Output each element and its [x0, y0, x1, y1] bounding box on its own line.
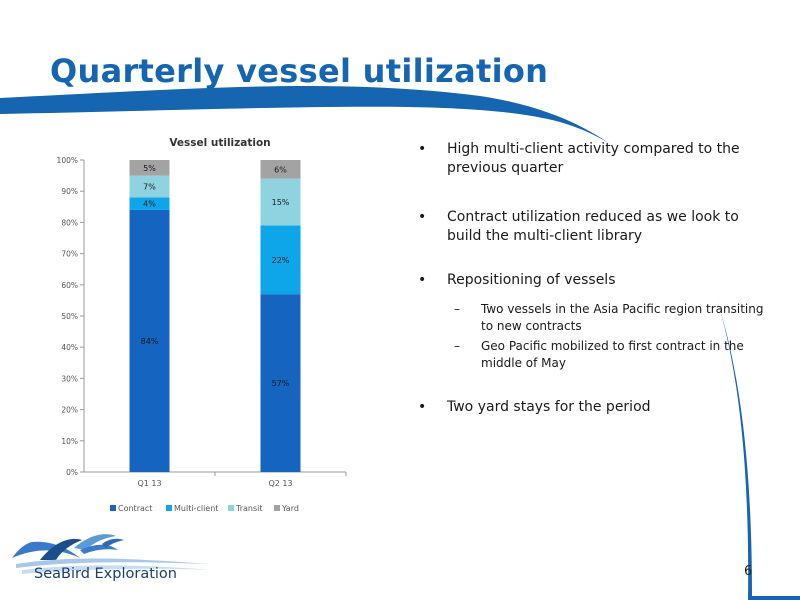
legend-swatch	[110, 505, 116, 511]
y-tick-label: 60%	[61, 281, 78, 290]
data-label: 22%	[272, 256, 290, 265]
y-tick-label: 90%	[61, 187, 78, 196]
bar-segment	[260, 225, 301, 295]
bullet-dot: •	[418, 272, 427, 288]
bullet-dot: •	[418, 141, 427, 157]
data-label: 84%	[141, 337, 159, 346]
x-tick-label: Q1 13	[137, 479, 161, 488]
legend-label: Transit	[235, 504, 263, 513]
sub-bullet-text: Geo Pacific mobilized to first contract …	[481, 339, 744, 370]
y-tick-label: 30%	[61, 374, 78, 383]
data-label: 15%	[272, 198, 290, 207]
vessel-utilization-chart: Vessel utilization 0% 10% 20% 30% 40% 50% 60% 70…	[57, 137, 347, 513]
data-label: 4%	[143, 200, 156, 209]
bullet-text: Contract utilization reduced as we look …	[447, 209, 739, 244]
data-label: 7%	[143, 183, 156, 192]
bullet-item: • Repositioning of vessels – Two vessels i…	[416, 271, 776, 372]
y-tick-label: 50%	[61, 312, 78, 321]
bullet-dot: •	[418, 209, 427, 225]
x-tick-label: Q2 13	[268, 479, 292, 488]
bar-segment	[260, 160, 301, 179]
y-tick-label: 70%	[61, 250, 78, 259]
page-number: 6	[744, 564, 753, 579]
bullet-item: • High multi-client activity compared to …	[416, 140, 776, 178]
y-tick-label: 10%	[61, 437, 78, 446]
legend-label: Contract	[118, 504, 152, 513]
data-label: 5%	[143, 164, 156, 173]
bullet-item: • Two yard stays for the period	[416, 398, 776, 417]
bullet-text: Two yard stays for the period	[447, 399, 651, 415]
data-label: 6%	[274, 165, 287, 174]
bullet-text: Repositioning of vessels	[447, 272, 616, 288]
bar-segment	[129, 197, 170, 210]
sub-bullet-dash: –	[454, 339, 460, 353]
legend-swatch	[166, 505, 172, 511]
bar-segment	[129, 209, 170, 473]
chart-title: Vessel utilization	[169, 137, 270, 149]
sub-bullet-dash: –	[454, 302, 460, 316]
bullet-list: • High multi-client activity compared to …	[416, 140, 776, 417]
data-label: 57%	[272, 379, 290, 388]
bar-segment	[260, 178, 301, 226]
y-tick-label: 20%	[61, 406, 78, 415]
y-tick-label: 100%	[57, 156, 78, 165]
bar-segment	[129, 160, 170, 176]
legend-label: Multi-client	[174, 504, 218, 513]
sub-bullet-text: Two vessels in the Asia Pacific region t…	[481, 302, 764, 333]
legend-swatch	[228, 505, 234, 511]
legend-swatch	[274, 505, 280, 511]
y-tick-label: 0%	[66, 468, 78, 477]
slide-title: Quarterly vessel utilization	[50, 52, 549, 90]
y-tick-label: 80%	[61, 218, 78, 227]
bullet-dot: •	[418, 399, 427, 415]
y-tick-label: 40%	[61, 343, 78, 352]
bullet-text: High multi-client activity compared to t…	[447, 141, 740, 176]
bullet-item: • Contract utilization reduced as we look…	[416, 208, 776, 246]
bar-segment	[260, 294, 301, 472]
seabird-logo	[12, 534, 214, 574]
logo-text: SeaBird Exploration	[34, 566, 177, 582]
legend-label: Yard	[281, 504, 299, 513]
bar-segment	[129, 175, 170, 198]
